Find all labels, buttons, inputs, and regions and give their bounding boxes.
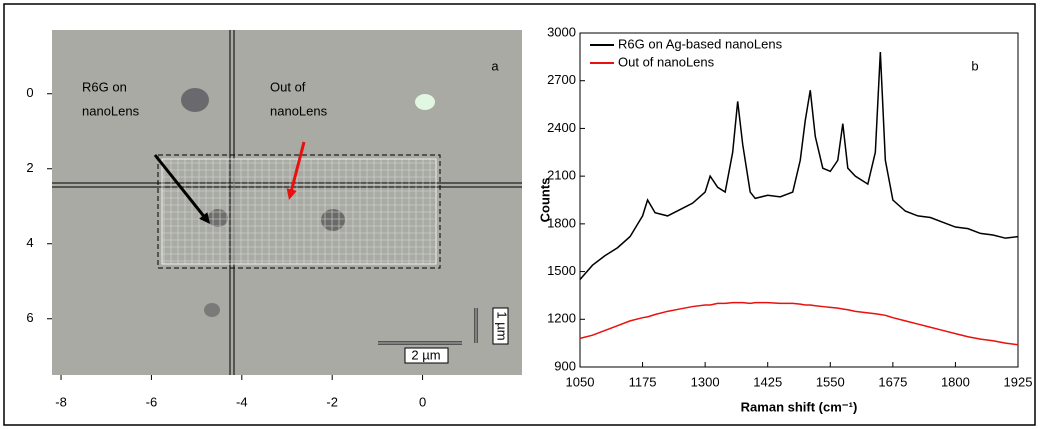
annotation: Out of [270,79,306,94]
y-tick-label: 3000 [547,24,576,39]
arrow-head [199,212,210,224]
y-tick-label: 2400 [547,120,576,135]
scale-bar-label: 2 µm [411,347,440,362]
y-tick-label: 2700 [547,72,576,87]
x-tick-label: -2 [326,394,338,409]
micrograph [52,30,522,375]
x-axis-label: Raman shift (cm⁻¹) [741,399,858,414]
legend-label: Out of nanoLens [618,54,715,69]
x-tick-label: 0 [419,394,426,409]
bright-spot [415,94,435,110]
series-line [579,52,1019,281]
series-line [579,301,1019,346]
x-tick-label: 1050 [566,374,595,389]
figure-frame [3,3,1036,426]
spot [181,88,209,112]
scale-bar [378,307,509,364]
annotation: nanoLens [270,103,328,118]
y-tick-label: 2 [26,160,33,175]
x-tick-label: -4 [236,394,248,409]
y-tick-label: 1500 [547,263,576,278]
spot [204,303,220,317]
x-tick-label: -6 [146,394,158,409]
scan-area [157,154,441,269]
panel-label: a [491,58,499,73]
x-tick-label: 1800 [941,374,970,389]
x-tick-label: 1550 [816,374,845,389]
annotation: R6G on [82,79,127,94]
annotation-arrow [289,141,306,193]
scan-grid [162,159,436,264]
x-tick-label: 1925 [1004,374,1033,389]
y-tick-label: 1800 [547,215,576,230]
x-tick-label: 1675 [878,374,907,389]
y-tick-label: 1200 [547,311,576,326]
x-tick-label: 1425 [753,374,782,389]
annotation: nanoLens [82,103,140,118]
y-tick-label: 2100 [547,168,576,183]
plot-frame [579,32,1019,368]
legend-label: R6G on Ag-based nanoLens [618,36,783,51]
annotation-arrow [153,154,207,219]
y-tick-label: 0 [26,85,33,100]
panel-label: b [971,58,978,73]
arrow-head [286,188,297,200]
x-tick-label: 1300 [691,374,720,389]
y-axis-label: Counts [537,178,552,223]
y-tick-label: 6 [26,310,33,325]
x-tick-label: -8 [55,394,67,409]
scale-bar-label: 1 µm [495,311,510,340]
y-tick-label: 900 [554,358,576,373]
x-tick-label: 1175 [629,374,657,389]
y-tick-label: 4 [26,235,33,250]
